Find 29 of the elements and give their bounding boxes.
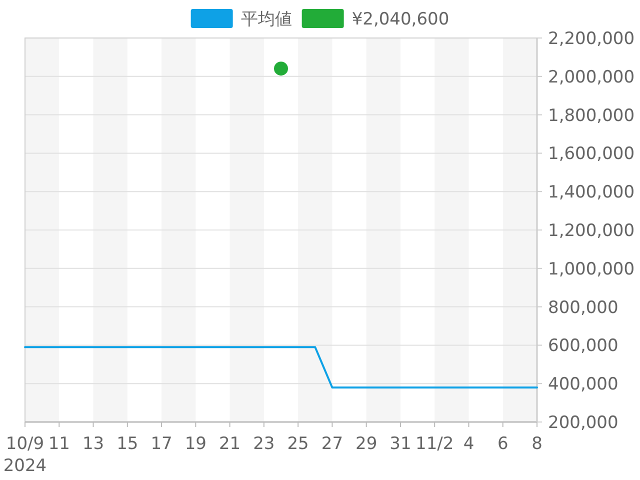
x-tick-label: 21 — [218, 434, 241, 454]
x-tick-label: 19 — [184, 434, 206, 454]
y-tick-label: 1,200,000 — [548, 221, 635, 241]
y-tick-label: 1,600,000 — [548, 144, 635, 164]
x-tick-label: 10/9 2024 — [3, 434, 47, 476]
y-tick-label: 1,400,000 — [548, 182, 635, 203]
y-tick-label: 400,000 — [548, 374, 618, 395]
legend-label: ¥2,040,600 — [352, 10, 450, 30]
x-tick-label: 15 — [116, 434, 138, 454]
y-tick-label: 2,000,000 — [548, 67, 635, 88]
x-tick-label: 13 — [82, 434, 104, 454]
x-tick-label: 6 — [497, 434, 508, 454]
y-tick-label: 800,000 — [548, 298, 618, 318]
x-tick-label: 29 — [356, 434, 378, 454]
y-tick-label: 1,800,000 — [548, 106, 635, 126]
y-tick-label: 200,000 — [548, 413, 618, 433]
x-tick-label: 17 — [150, 434, 172, 454]
y-tick-label: 600,000 — [548, 336, 618, 356]
x-tick-label: 23 — [253, 434, 275, 454]
x-tick-label: 11 — [48, 434, 70, 454]
x-tick-label: 8 — [532, 434, 542, 454]
y-tick-label: 2,200,000 — [548, 29, 635, 49]
legend-label: 平均値 — [240, 10, 292, 30]
x-tick-label: 4 — [463, 434, 474, 454]
x-tick-label: 31 — [390, 434, 412, 454]
x-tick-label: 27 — [321, 434, 344, 454]
x-tick-label: 11/2 — [416, 434, 454, 454]
y-tick-label: 1,000,000 — [548, 259, 635, 280]
x-tick-label: 25 — [287, 434, 309, 454]
